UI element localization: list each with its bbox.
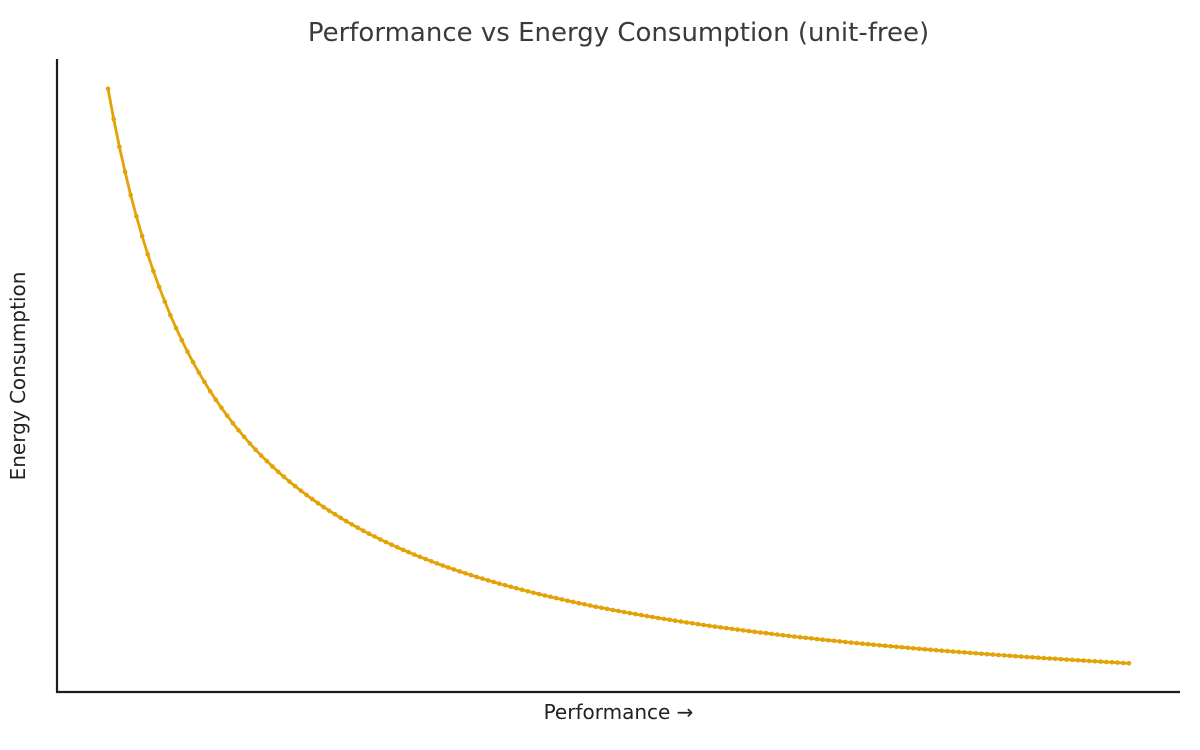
x-axis-label: Performance →	[543, 700, 694, 724]
chart-title: Performance vs Energy Consumption (unit-…	[307, 18, 930, 48]
energy-consumption-curve	[105, 86, 1132, 666]
